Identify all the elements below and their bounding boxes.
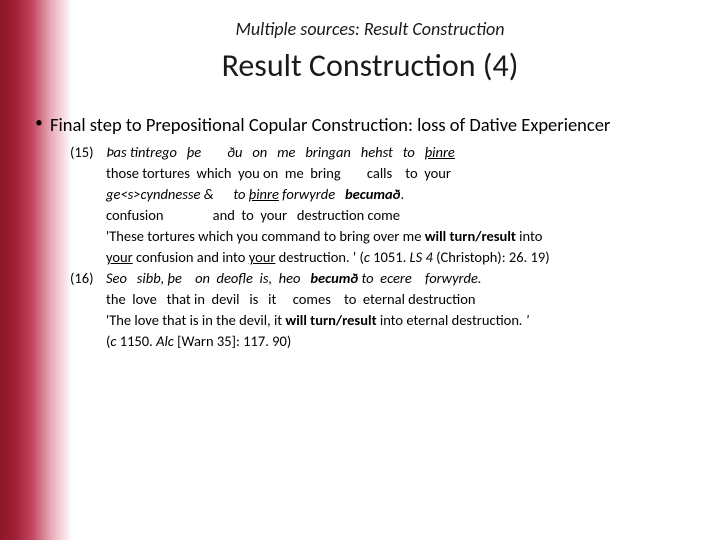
ex15-line2: those tortures which you on me bring cal… [106, 163, 690, 184]
bullet-marker: • [28, 113, 50, 134]
title: Result Construction (4) [50, 46, 690, 85]
ex16-line2: the love that in devil is it comes to et… [106, 289, 690, 310]
supertitle: Multiple sources: Result Construction [50, 18, 690, 40]
examples-block: (15)Þas tintrego þe ðu on me bringan heh… [106, 142, 690, 352]
slide-content: Multiple sources: Result Construction Re… [0, 0, 720, 352]
bullet-text: Final step to Prepositional Copular Cons… [50, 113, 610, 138]
bullet-item: • Final step to Prepositional Copular Co… [28, 113, 690, 138]
ex15-num: (15) [70, 142, 106, 163]
ex15-line5: 'These tortures which you command to bri… [106, 226, 690, 247]
ex15-line6: your confusion and into your destruction… [106, 247, 690, 268]
ex15-line4: confusion and to your destruction come [106, 205, 690, 226]
ex16-line1: (16)Seo sibb, þe on deofle is, heo becum… [106, 268, 690, 289]
ex15-line3: ge<s>cyndnesse & to þinre forwyrde becum… [106, 184, 690, 205]
ex16-line4: (c 1150. Alc [Warn 35]: 117. 90) [106, 331, 690, 352]
ex16-num: (16) [70, 268, 106, 289]
ex15-line1: (15)Þas tintrego þe ðu on me bringan heh… [106, 142, 690, 163]
ex16-line3: 'The love that is in the devil, it will … [106, 310, 690, 331]
